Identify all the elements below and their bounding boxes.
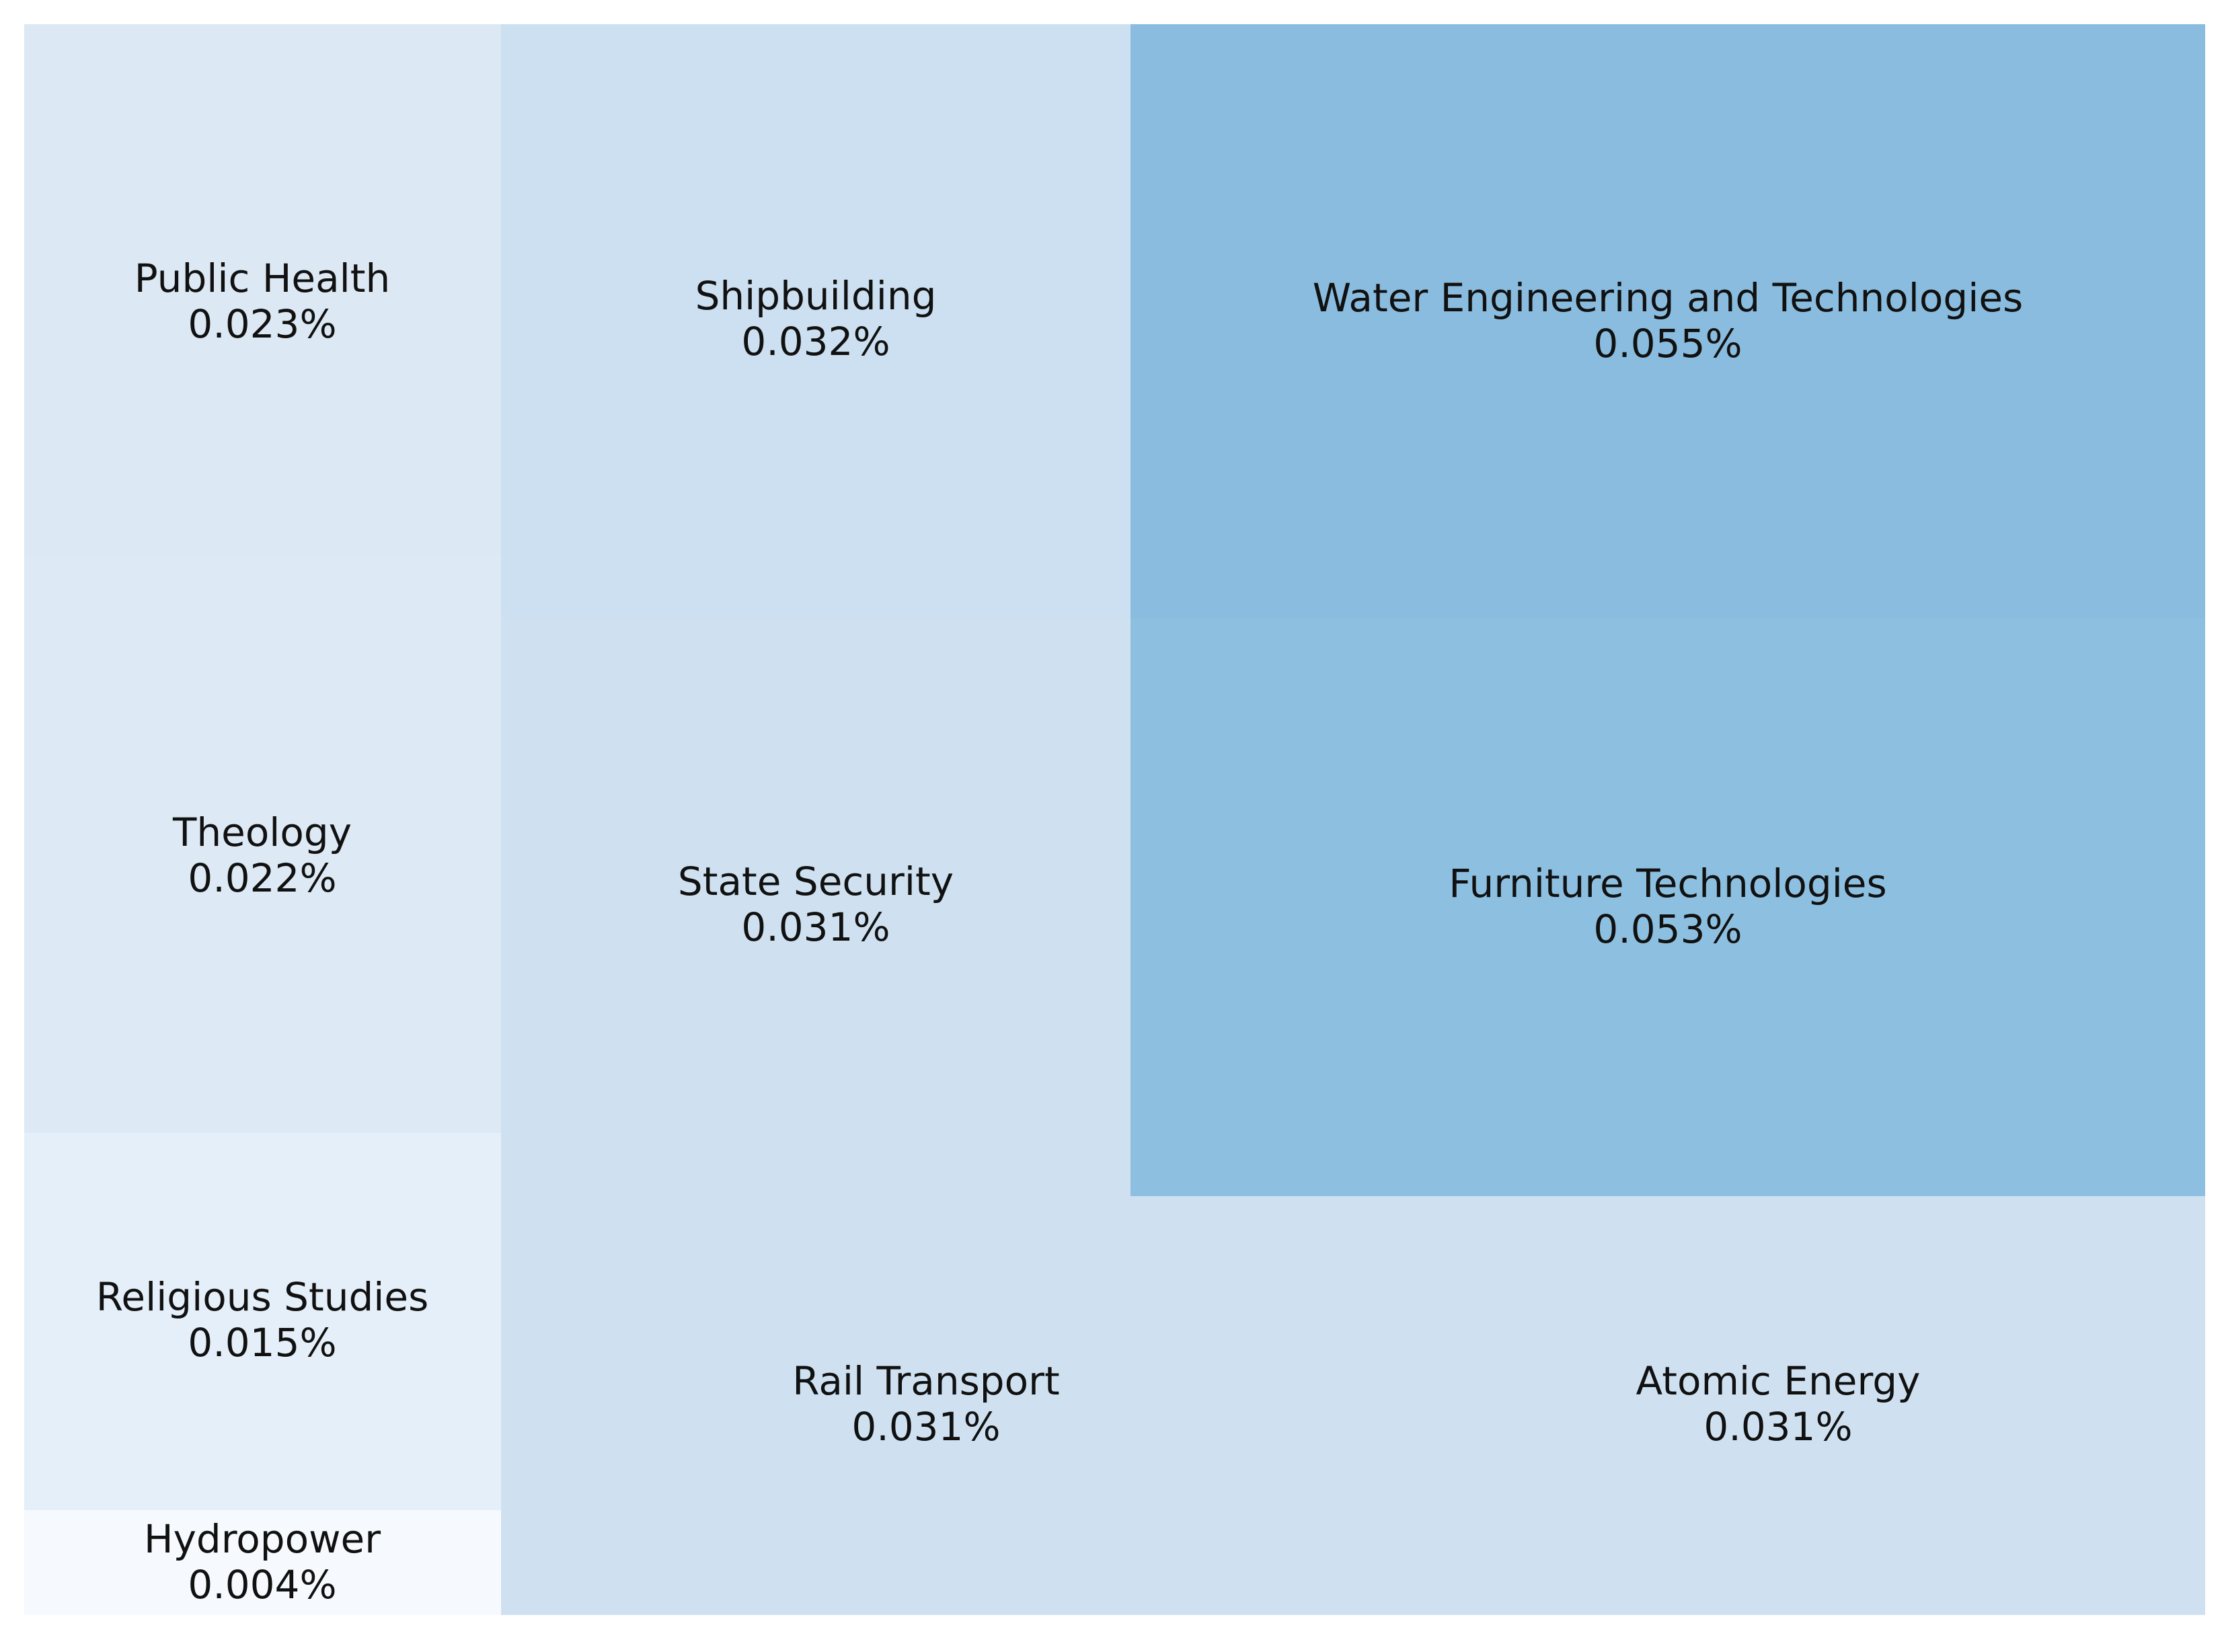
treemap-label-state-security: State Security 0.031% bbox=[678, 859, 954, 950]
treemap-tile-atomic-energy bbox=[1429, 1196, 2205, 1615]
treemap-tile-hydropower bbox=[24, 1510, 501, 1615]
treemap-label-value: 0.055% bbox=[1593, 321, 1742, 366]
treemap-label-value: 0.015% bbox=[188, 1320, 337, 1366]
treemap-label-value: 0.004% bbox=[188, 1562, 337, 1608]
treemap-label-name: Religious Studies bbox=[95, 1274, 429, 1320]
treemap-label-name: Hydropower bbox=[143, 1516, 381, 1562]
treemap-label-value: 0.031% bbox=[851, 1404, 1001, 1450]
treemap-label-name: Theology bbox=[172, 810, 352, 855]
treemap-label-water-engineering-and-technologies: Water Engineering and Technologies 0.055% bbox=[1313, 275, 2023, 366]
treemap-label-value: 0.053% bbox=[1593, 906, 1742, 952]
treemap-label-public-health: Public Health 0.023% bbox=[135, 255, 391, 347]
treemap-label-value: 0.031% bbox=[741, 904, 890, 950]
treemap-tile-furniture-technologies bbox=[1130, 619, 2205, 1196]
treemap-label-hydropower: Hydropower 0.004% bbox=[144, 1516, 381, 1608]
treemap-label-value: 0.031% bbox=[1703, 1404, 1853, 1450]
treemap-label-theology: Theology 0.022% bbox=[173, 810, 352, 901]
treemap-tile-water-engineering-and-technologies bbox=[1130, 24, 2205, 619]
treemap-label-value: 0.032% bbox=[741, 319, 890, 364]
treemap-label-furniture-technologies: Furniture Technologies 0.053% bbox=[1449, 861, 1886, 952]
treemap-label-name: State Security bbox=[677, 859, 954, 904]
treemap-label-atomic-energy: Atomic Energy 0.031% bbox=[1636, 1358, 1921, 1450]
treemap-label-shipbuilding: Shipbuilding 0.032% bbox=[695, 273, 937, 364]
treemap-label-value: 0.022% bbox=[188, 855, 337, 901]
treemap-tile-shipbuilding bbox=[501, 24, 1130, 619]
treemap-label-name: Water Engineering and Technologies bbox=[1312, 275, 2024, 321]
treemap-label-name: Shipbuilding bbox=[695, 273, 937, 319]
treemap-tile-theology bbox=[24, 557, 501, 1133]
treemap-tile-public-health bbox=[24, 24, 501, 557]
treemap-label-name: Atomic Energy bbox=[1636, 1358, 1921, 1404]
treemap-label-religious-studies: Religious Studies 0.015% bbox=[96, 1274, 429, 1366]
treemap-label-value: 0.023% bbox=[188, 301, 337, 347]
treemap-label-name: Rail Transport bbox=[792, 1358, 1060, 1404]
treemap-label-name: Public Health bbox=[134, 255, 391, 301]
treemap-tile-religious-studies bbox=[24, 1133, 501, 1510]
treemap-tile-rail-transport bbox=[501, 1196, 1429, 1615]
treemap-label-rail-transport: Rail Transport 0.031% bbox=[792, 1358, 1059, 1450]
treemap-label-name: Furniture Technologies bbox=[1449, 861, 1887, 906]
treemap-tile-state-security bbox=[501, 619, 1130, 1196]
